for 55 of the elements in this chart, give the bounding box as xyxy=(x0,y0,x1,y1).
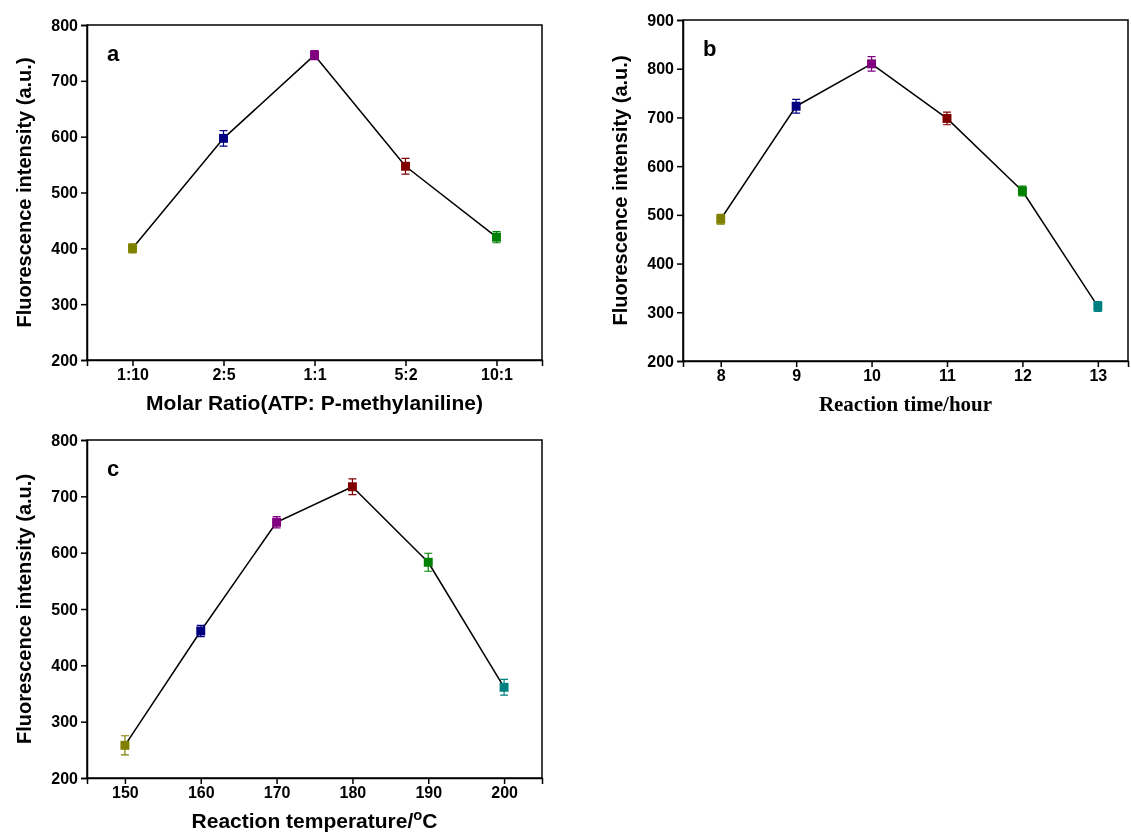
y-tick-label: 400 xyxy=(647,255,675,273)
x-tick-label: 190 xyxy=(415,784,443,802)
y-tick-label: 500 xyxy=(51,600,79,618)
x-tick-label: 200 xyxy=(491,784,519,802)
y-tick-label: 800 xyxy=(647,60,675,78)
point xyxy=(423,557,433,567)
point xyxy=(499,682,509,692)
y-axis-title: Fluorescence intensity (a.u.) xyxy=(13,57,35,328)
point xyxy=(401,161,410,171)
y-tick-label: 700 xyxy=(51,72,79,90)
annotation: b xyxy=(703,36,717,61)
y-axis-title: Fluorescence intensity (a.u.) xyxy=(609,55,631,326)
y-tick-label: 600 xyxy=(647,157,675,175)
x-tick-label: 10:1 xyxy=(480,366,514,384)
x-tick-label: 11 xyxy=(939,367,957,385)
x-tick-label: 2:5 xyxy=(212,366,236,384)
y-tick-label: 700 xyxy=(51,487,79,505)
x-axis-title: Reaction time/hour xyxy=(818,392,993,416)
x-tick-label: 8 xyxy=(716,367,726,385)
annotation: a xyxy=(107,41,120,66)
point xyxy=(120,740,130,750)
y-tick-label: 800 xyxy=(51,16,79,34)
x-tick-label: 12 xyxy=(1014,367,1032,385)
x-tick-label: 13 xyxy=(1089,367,1108,385)
y-tick-label: 600 xyxy=(51,544,79,562)
y-axis-title: Fluorescence intensity (a.u.) xyxy=(13,473,35,745)
x-tick-label: 160 xyxy=(187,784,215,802)
x-tick-label: 1:1 xyxy=(303,366,327,384)
x-tick-label: 150 xyxy=(112,784,139,802)
y-tick-label: 300 xyxy=(51,713,79,731)
y-tick-label: 400 xyxy=(51,656,79,674)
y-tick-label: 700 xyxy=(647,109,675,127)
x-tick-label: 5:2 xyxy=(394,366,418,384)
x-tick-label: 10 xyxy=(863,367,882,385)
y-tick-label: 800 xyxy=(51,431,79,449)
x-axis-title: Reaction temperature/$^{o}$C xyxy=(191,807,438,832)
y-tick-label: 900 xyxy=(647,11,675,29)
y-tick-label: 200 xyxy=(51,351,79,369)
x-tick-label: 1:10 xyxy=(116,366,150,384)
x-axis-title: Molar Ratio(ATP: P-methylaniline) xyxy=(146,391,483,414)
y-tick-label: 600 xyxy=(51,128,79,146)
y-tick-label: 500 xyxy=(51,184,79,202)
y-tick-label: 300 xyxy=(51,295,79,313)
annotation: c xyxy=(107,456,120,481)
x-tick-label: 180 xyxy=(339,784,367,802)
y-tick-label: 300 xyxy=(647,303,675,321)
y-tick-label: 400 xyxy=(51,239,79,257)
x-tick-label: 170 xyxy=(263,784,291,802)
x-tick-label: 9 xyxy=(792,367,802,385)
y-tick-label: 200 xyxy=(647,352,675,370)
y-tick-label: 500 xyxy=(647,206,675,224)
point xyxy=(219,133,228,143)
y-tick-label: 200 xyxy=(51,769,79,787)
point xyxy=(347,482,357,492)
point xyxy=(867,59,877,69)
